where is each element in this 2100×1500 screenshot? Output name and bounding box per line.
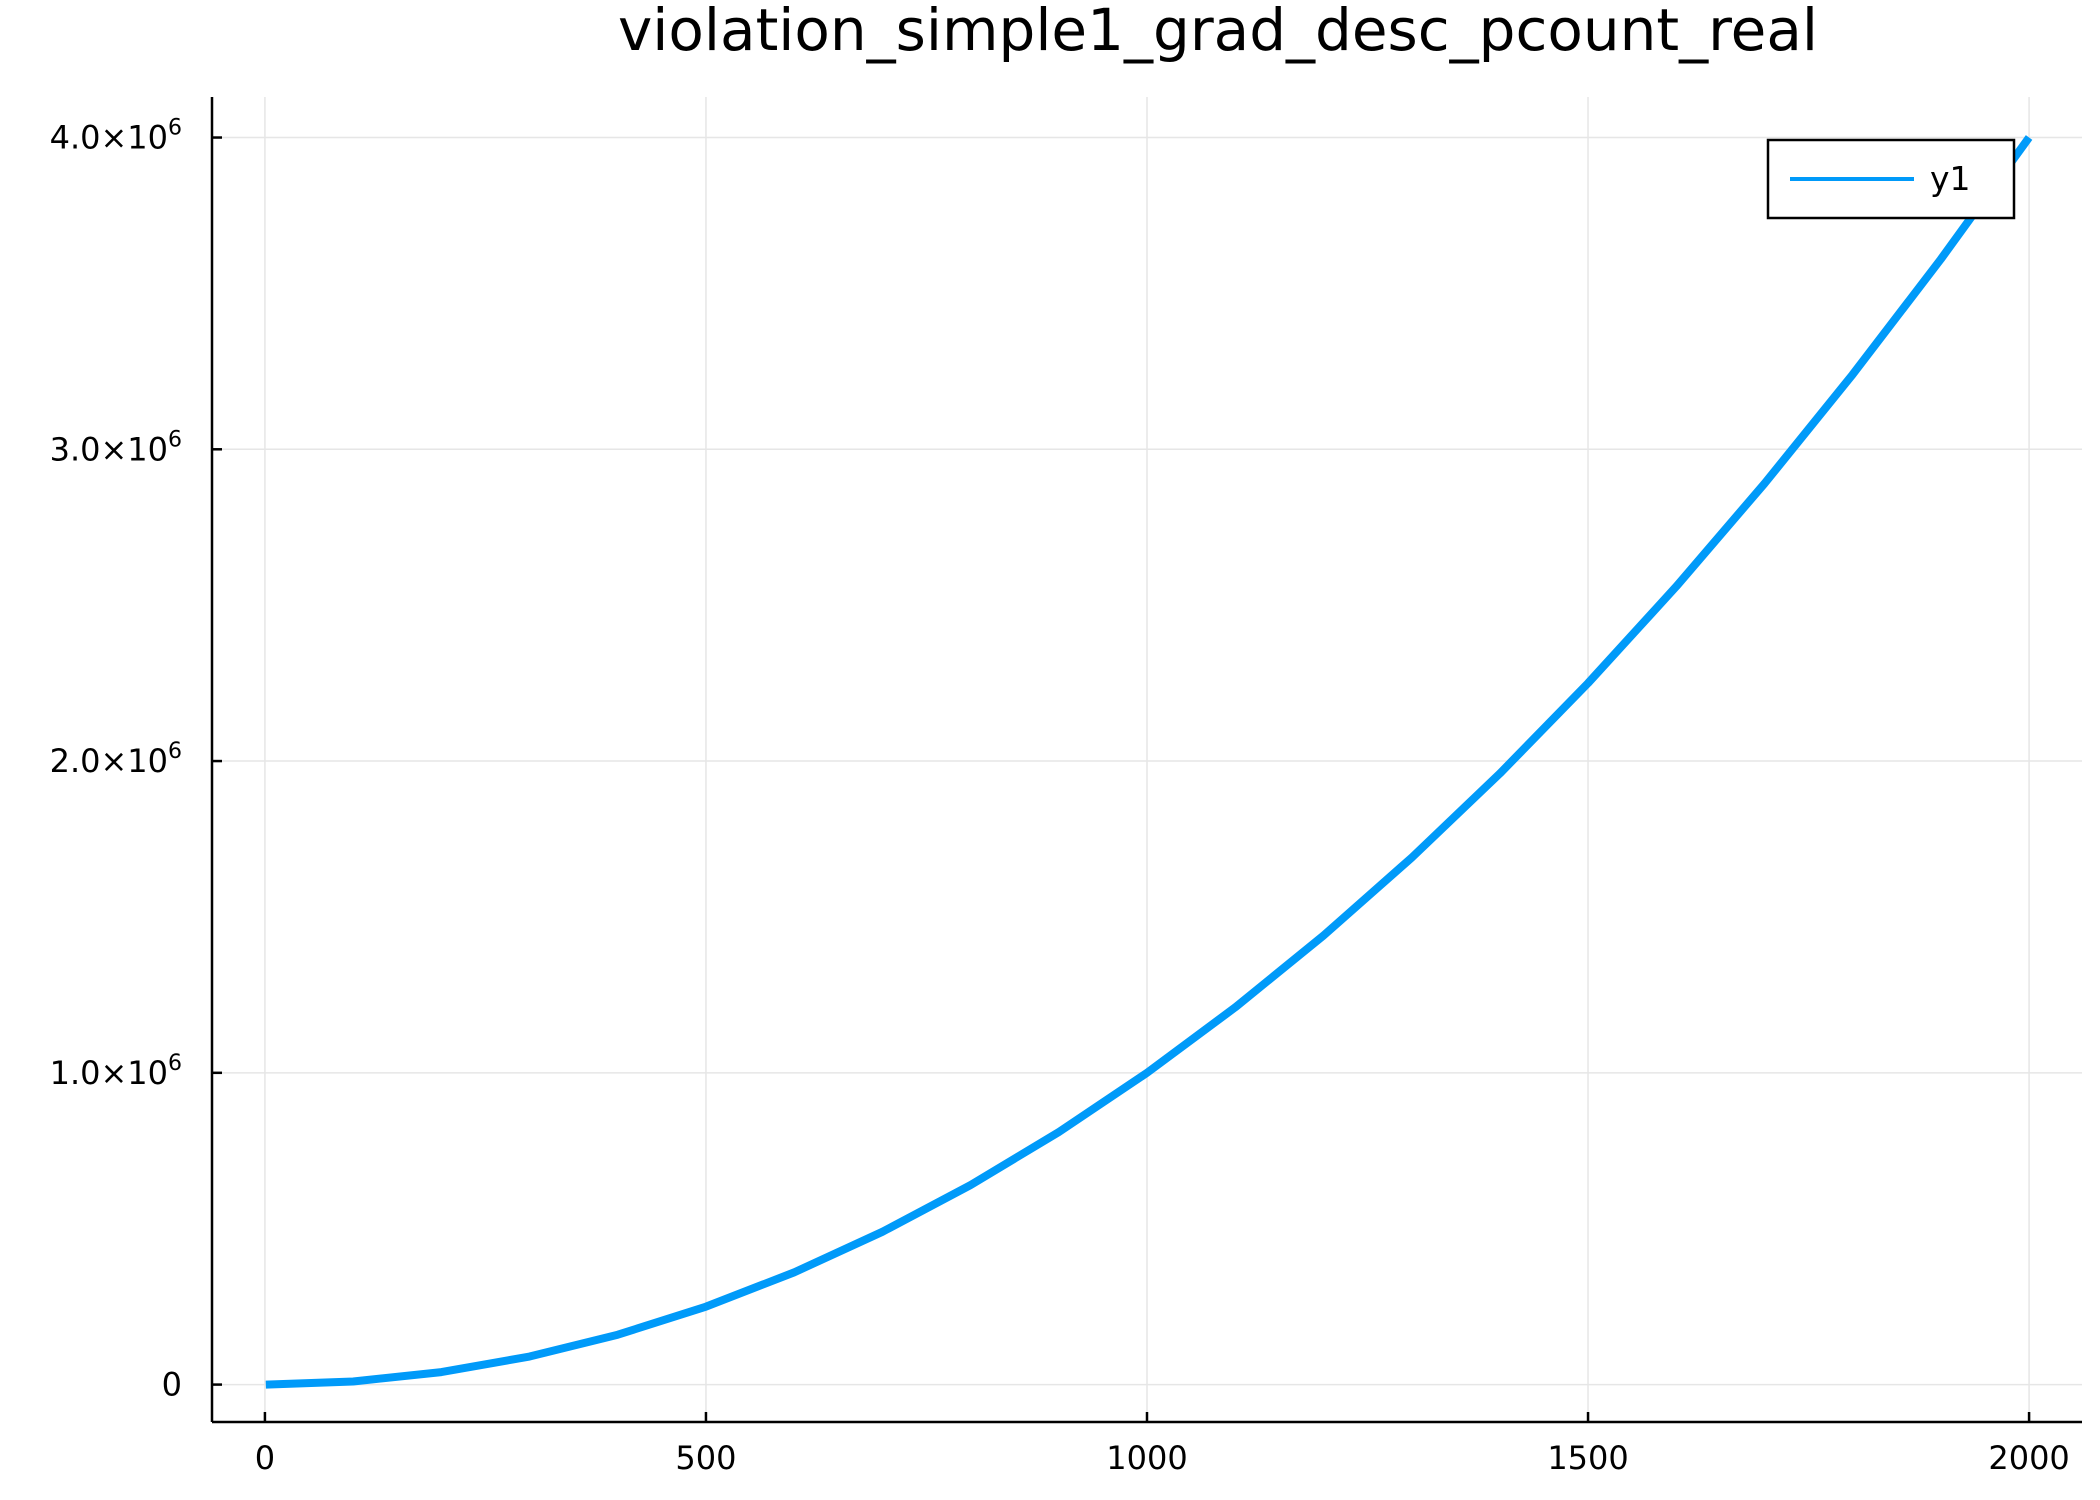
series-lines <box>265 135 2033 1389</box>
legend-label: y1 <box>1930 159 1971 198</box>
chart-title: violation_simple1_grad_desc_pcount_real <box>618 0 1818 64</box>
x-tick-label: 1500 <box>1547 1439 1628 1477</box>
y-tick-label: 2.0×106 <box>50 739 182 780</box>
y-axis-ticks: 0 1.0×106 2.0×106 3.0×106 4.0×106 <box>50 116 222 1404</box>
x-tick-label: 0 <box>255 1439 275 1477</box>
y-tick-label: 0 <box>162 1366 182 1404</box>
y-tick-label: 1.0×106 <box>50 1051 182 1092</box>
series-line-y1 <box>265 135 2033 1389</box>
y-tick-label: 4.0×106 <box>50 116 182 157</box>
x-tick-label: 2000 <box>1988 1439 2069 1477</box>
x-tick-label: 1000 <box>1106 1439 1187 1477</box>
y-tick-label: 3.0×106 <box>50 427 182 468</box>
x-tick-label: 500 <box>675 1439 736 1477</box>
legend: y1 <box>1766 138 2016 220</box>
x-axis-ticks: 0 500 1000 1500 2000 <box>255 1412 2070 1477</box>
grid <box>212 97 2082 1422</box>
